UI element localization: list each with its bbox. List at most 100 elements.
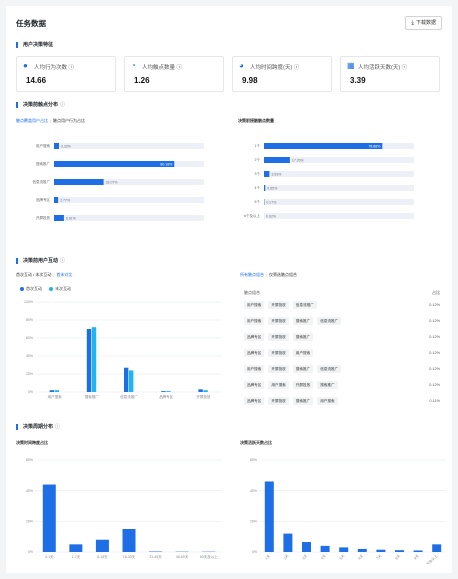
- path-table-header: 触点组合 占比: [242, 286, 442, 298]
- calendar-icon: ▦: [347, 61, 355, 70]
- touch-tabs: 触点覆盖用户占比 | 触点用户行为占比: [16, 118, 86, 123]
- x-tick-label: 31-45天: [149, 555, 162, 559]
- tab-compare[interactable]: 首末对比: [56, 272, 73, 277]
- category-label: 信息流推广: [33, 179, 51, 184]
- cycle-right-title: 决策活跃天数占比: [240, 440, 272, 445]
- bar: [54, 143, 59, 149]
- x-tick-label: 46-60天: [176, 555, 189, 559]
- bar-track: [54, 143, 204, 149]
- download-button[interactable]: ⤓ 下载数据: [405, 16, 442, 30]
- stat-label: 人均时间跨度(天) ⓘ: [250, 65, 300, 71]
- path-row: 品牌专区 开屏投放 搜索推广 0.12%: [242, 330, 442, 346]
- bar-track: [264, 171, 414, 177]
- bar: [320, 545, 330, 552]
- tab-first-last[interactable]: 首次互动 / 末次互动: [16, 272, 52, 277]
- task-data-panel: 任务数据 ⤓ 下载数据 用户决策特征 ● 人均行为次数 ⓘ 14.66 ◔ 人均触…: [6, 6, 452, 573]
- path-chip: 搜索推广: [292, 333, 314, 341]
- touch-coverage-chart: 用户搜索 3.33% 搜索推广 80.18% 信息流推广 33.07% 品牌专区 2.77% 开…: [33, 143, 204, 221]
- bar: [198, 389, 203, 392]
- bar-value-label: 80.18%: [160, 163, 172, 167]
- stat-value: 14.66: [26, 76, 47, 85]
- path-value: 0.12%: [429, 383, 440, 387]
- x-tick-label: 1-7天: [72, 555, 81, 559]
- path-chip: 开屏投放: [268, 397, 289, 405]
- stat-label: 人均触点数量 ⓘ: [142, 65, 183, 71]
- bar: [395, 550, 404, 552]
- bar: [376, 549, 386, 552]
- path-chip: 搜索推广: [292, 365, 314, 373]
- path-chip: 开屏投放: [268, 301, 289, 309]
- x-tick-label: 2天: [283, 554, 290, 561]
- path-chip: 开屏投放: [292, 381, 314, 389]
- stat-card-timespan: ◕ 人均时间跨度(天) ⓘ 9.98: [232, 56, 332, 92]
- tab-behavior[interactable]: 触点用户行为占比: [53, 118, 86, 123]
- path-row: 品牌专区 用户搜索 开屏投放 搜索推广 0.12%: [242, 378, 442, 394]
- path-row: 品牌专区 开屏投放 用户搜索 0.12%: [242, 346, 442, 362]
- bar: [357, 548, 367, 552]
- bar-value-label: 0.02%: [266, 215, 276, 219]
- y-tick-label: 0%: [28, 390, 33, 394]
- section-user-features: 用户决策特征: [16, 42, 53, 48]
- x-tick-label: 开屏投放: [196, 394, 210, 399]
- stat-card-actions: ● 人均行为次数 ⓘ 14.66: [16, 56, 116, 92]
- info-icon: ⓘ: [60, 102, 66, 108]
- interaction-legend: 首次互动 末次互动: [20, 286, 71, 292]
- section-touch-title: 决策前触点分布: [23, 102, 59, 108]
- bar: [264, 143, 383, 149]
- category-label: 5个: [255, 199, 261, 204]
- y-tick-label: 0%: [28, 550, 33, 554]
- bar: [54, 197, 59, 203]
- path-chip: 信息流推广: [317, 317, 342, 325]
- bar-track: [54, 197, 204, 203]
- path-chip: 开屏投放: [268, 317, 289, 325]
- tab-filtered-paths[interactable]: 仅筛选触点组合: [269, 272, 298, 277]
- y-tick-label: 80%: [26, 318, 33, 322]
- x-tick-label: 4天: [320, 554, 327, 561]
- y-tick-label: 20%: [250, 520, 257, 524]
- path-row: 用户搜索 开屏投放 搜索推广 信息流推广 0.12%: [242, 314, 442, 330]
- pie-icon: ◔: [131, 61, 136, 70]
- cycle-left-title: 决策时间跨度占比: [16, 440, 48, 445]
- path-chip: 信息流推广: [292, 301, 317, 309]
- bar-value-label: 3.59%: [271, 173, 281, 177]
- download-icon: ⤓: [411, 20, 414, 26]
- path-value: 0.12%: [429, 319, 440, 323]
- path-tabs: 所有触点组合 | 仅筛选触点组合: [240, 272, 298, 277]
- y-tick-label: 100%: [24, 300, 33, 304]
- y-tick-label: 60%: [26, 336, 33, 340]
- legend-first: 首次互动: [26, 286, 42, 291]
- bar-value-label: 0.27%: [266, 201, 276, 205]
- y-tick-label: 0%: [252, 550, 257, 554]
- x-tick-label: 信息流推广: [120, 394, 138, 399]
- path-value: 0.12%: [429, 335, 440, 339]
- x-tick-label: 3天: [302, 554, 309, 561]
- bar: [54, 215, 64, 221]
- section-user-title: 用户决策特征: [23, 42, 54, 48]
- path-chip: 开屏投放: [268, 333, 289, 341]
- x-tick-label: 10天及以上: [422, 553, 439, 564]
- y-tick-label: 20%: [26, 520, 33, 524]
- touch-count-chart: 1个 78.88% 2个 17.26% 3个 3.59% 4个 0.85% 5个 0.27% 6个及…: [244, 143, 414, 219]
- tab-all-paths[interactable]: 所有触点组合: [240, 272, 264, 277]
- bar-track: [54, 215, 204, 221]
- x-tick-label: 5天: [339, 554, 346, 561]
- category-label: 用户搜索: [36, 143, 50, 148]
- info-icon: ⓘ: [60, 258, 66, 264]
- legend-last: 末次互动: [55, 286, 72, 291]
- x-tick-label: 60天及以上: [200, 554, 218, 559]
- interaction-chart: 0% 20% 40% 60% 80% 100% 用户搜索 搜索推广 信息流推广 品牌专区 开屏投放: [24, 300, 222, 399]
- path-chip: 用户搜索: [244, 301, 265, 309]
- section-cycle: 决策周期分布 ⓘ: [16, 424, 60, 430]
- path-chip: 用户搜索: [244, 317, 265, 325]
- bar: [264, 171, 270, 177]
- path-row: 用户搜索 开屏投放 信息流推广 0.12%: [242, 298, 442, 314]
- bar: [339, 547, 349, 552]
- bar-value-label: 2.77%: [60, 199, 70, 203]
- x-tick-label: 1天: [264, 554, 271, 561]
- bar-value-label: 6.61%: [66, 217, 76, 221]
- bar-track: [264, 199, 414, 205]
- bar: [432, 544, 442, 552]
- path-chip: 用户搜索: [292, 349, 314, 357]
- download-label: 下载数据: [415, 20, 436, 26]
- tab-coverage[interactable]: 触点覆盖用户占比: [16, 118, 48, 123]
